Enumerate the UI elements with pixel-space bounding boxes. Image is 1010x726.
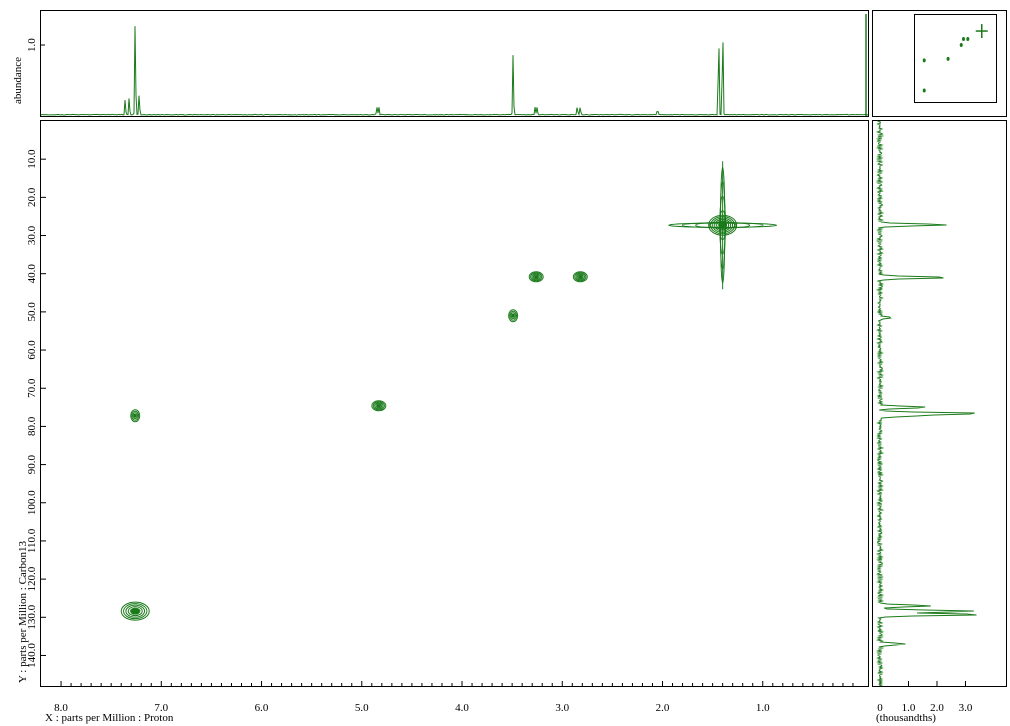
overview-peak <box>962 36 966 41</box>
cross-peak <box>130 409 141 423</box>
overview-peak <box>959 42 963 47</box>
y-tick-label: 80.0 <box>26 416 38 436</box>
y-tick-label: 30.0 <box>26 225 38 245</box>
right-x-tick-label: 0 <box>877 702 883 714</box>
cross-peak <box>572 271 588 283</box>
cross-peak <box>371 400 387 412</box>
contour <box>510 312 516 320</box>
x-tick-label: 8.0 <box>54 702 68 714</box>
main-plot-frame <box>40 120 869 687</box>
contour <box>127 606 143 617</box>
y-axis-title: Y : parts per Million : Carbon13 <box>17 541 29 683</box>
contour <box>130 409 141 423</box>
contour-core <box>534 275 539 279</box>
top-projection-ylabel: abundance <box>12 57 24 104</box>
x-tick-label: 4.0 <box>455 702 469 714</box>
overview-peak <box>922 88 926 93</box>
right-projection-frame <box>872 120 1007 687</box>
cross-peak <box>120 601 150 621</box>
y-tick-label: 20.0 <box>26 187 38 207</box>
y-tick-label: 50.0 <box>26 302 38 322</box>
overview-inset-box <box>914 14 997 103</box>
contour <box>120 601 150 621</box>
y-tick-label: 10.0 <box>26 149 38 169</box>
right-x-tick-label: 1.0 <box>902 702 916 714</box>
top-projection-frame <box>40 10 869 117</box>
contour <box>130 607 141 615</box>
contour <box>132 412 138 420</box>
contour <box>574 272 587 282</box>
y-tick-label: 90.0 <box>26 454 38 474</box>
contour <box>123 603 148 620</box>
contour-core <box>131 608 140 614</box>
contour <box>371 400 387 412</box>
contour-core <box>578 275 583 279</box>
y-tick-label: 60.0 <box>26 340 38 360</box>
overview-peak <box>922 58 926 63</box>
cross-peak <box>508 309 519 323</box>
y-tick-label: 120.0 <box>26 566 38 591</box>
x-tick-label: 5.0 <box>355 702 369 714</box>
contour <box>375 403 383 409</box>
contour-core <box>376 404 381 408</box>
contour <box>528 271 544 283</box>
contour <box>575 273 586 281</box>
contour <box>572 271 588 283</box>
y-tick-label: 70.0 <box>26 378 38 398</box>
cross-peak <box>668 161 778 290</box>
cross-peak <box>528 271 544 283</box>
x-tick-label: 2.0 <box>656 702 670 714</box>
right-x-tick-label: 2.0 <box>930 702 944 714</box>
contour <box>125 604 146 618</box>
contour <box>532 274 540 280</box>
y-tick-label: 130.0 <box>26 604 38 629</box>
contour-core <box>511 313 515 318</box>
right-x-tick-label: 3.0 <box>959 702 973 714</box>
contour-core <box>133 413 137 418</box>
contour <box>531 273 541 281</box>
contour <box>131 410 140 421</box>
x-tick-label: 7.0 <box>154 702 168 714</box>
contour <box>509 310 518 321</box>
x-axis-title: X : parts per Million : Proton <box>45 712 174 724</box>
x-tick-label: 3.0 <box>555 702 569 714</box>
y-tick-label: 110.0 <box>26 528 38 553</box>
contour <box>374 402 384 410</box>
y-tick-label: 40.0 <box>26 264 38 284</box>
contour <box>577 274 584 280</box>
contour <box>530 272 543 282</box>
y-tick-label: 140.0 <box>26 643 38 668</box>
x-tick-label: 6.0 <box>255 702 269 714</box>
contour <box>372 401 385 411</box>
y-tick-label: 100.0 <box>26 490 38 515</box>
right-projection-trace <box>875 120 977 687</box>
right-projection-xlabel: (thousandths) <box>876 712 936 724</box>
overview-peak <box>966 36 970 41</box>
top-projection-trace <box>40 26 869 117</box>
contour <box>508 309 519 323</box>
overview-peak <box>946 56 950 61</box>
top-projection-ytick-label: 1.0 <box>26 38 38 52</box>
x-tick-label: 1.0 <box>756 702 770 714</box>
overview-frame <box>872 10 1007 117</box>
